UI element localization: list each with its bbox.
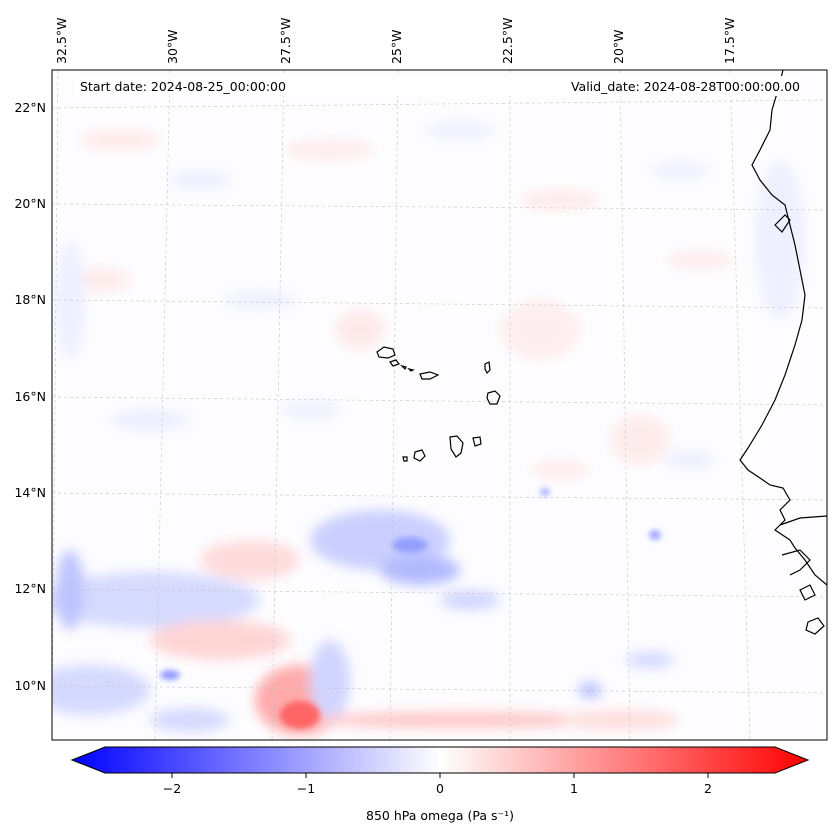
lon-label: 22.5°W (500, 18, 515, 64)
colorbar-tick-label: −2 (163, 781, 181, 796)
longitude-labels: 32.5°W 30°W 27.5°W 25°W 22.5°W 20°W 17.5… (54, 18, 737, 64)
lat-label: 14°N (14, 485, 46, 500)
lon-label: 32.5°W (54, 18, 69, 64)
lon-label: 20°W (611, 29, 626, 64)
lon-label: 25°W (389, 29, 404, 64)
header-strip (75, 76, 800, 96)
lon-label: 17.5°W (722, 18, 737, 64)
lat-label: 16°N (14, 389, 46, 404)
lat-label: 18°N (14, 292, 46, 307)
colorbar-tick-label: 2 (704, 781, 712, 796)
valid-date-label: Valid_date: 2024-08-28T00:00:00.00 (571, 79, 800, 94)
latitude-labels: 22°N 20°N 18°N 16°N 14°N 12°N 10°N (14, 100, 46, 693)
omega-field (52, 70, 827, 740)
cape-verde-coastline (376, 346, 501, 462)
graticule (52, 70, 827, 740)
colorbar-tick-label: 1 (570, 781, 578, 796)
colorbar-label: 850 hPa omega (Pa s⁻¹) (366, 808, 514, 823)
lat-label: 12°N (14, 581, 46, 596)
colorbar-body (70, 746, 810, 774)
lon-label: 30°W (165, 29, 180, 64)
colorbar: −2 −1 0 1 2 850 hPa omega (Pa s⁻¹) (70, 746, 810, 823)
colorbar-ticks: −2 −1 0 1 2 (163, 773, 712, 796)
colorbar-tick-label: −1 (297, 781, 315, 796)
start-date-label: Start date: 2024-08-25_00:00:00 (80, 79, 286, 94)
lon-label: 27.5°W (278, 18, 293, 64)
africa-coastline (739, 70, 827, 635)
colorbar-tick-label: 0 (436, 781, 444, 796)
lat-label: 22°N (14, 100, 46, 115)
lat-label: 10°N (14, 678, 46, 693)
map-panel: Start date: 2024-08-25_00:00:00 Valid_da… (14, 18, 828, 741)
map-frame (51, 69, 828, 741)
lat-label: 20°N (14, 196, 46, 211)
